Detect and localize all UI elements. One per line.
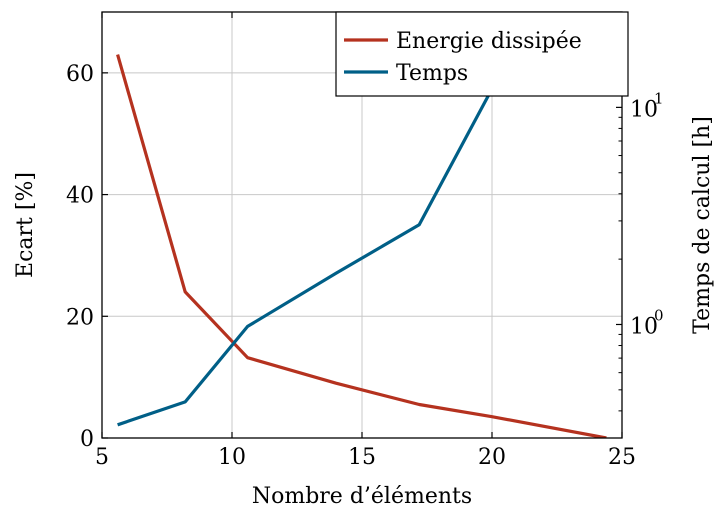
x-tick-label: 25 — [608, 445, 636, 470]
series-line — [116, 54, 607, 438]
legend-box — [335, 11, 629, 97]
legend: Energie dissipée Temps — [335, 11, 629, 97]
y-axis-label: Ecart [%] — [13, 172, 38, 278]
y2-tick-exponent: 0 — [654, 306, 664, 324]
y2-tick-exponent: 1 — [654, 89, 664, 107]
y-tick-label: 60 — [66, 62, 94, 87]
x-axis-label: Nombre d’éléments — [252, 484, 472, 509]
legend-label: Energie dissipée — [396, 29, 582, 54]
y2-tick-label: 10 — [630, 97, 658, 122]
x-tick-label: 5 — [95, 445, 109, 470]
series-line — [117, 78, 499, 427]
y-tick-label: 40 — [66, 184, 94, 209]
y-tick-label: 20 — [66, 305, 94, 330]
x-tick-label: 15 — [348, 445, 376, 470]
series-layer — [116, 54, 607, 438]
x-tick-label: 10 — [218, 445, 246, 470]
y2-tick-label: 10 — [630, 314, 658, 339]
legend-label: Temps — [396, 61, 468, 86]
y-tick-label: 0 — [80, 427, 94, 452]
y2-axis-label: Temps de calcul [h] — [690, 116, 715, 334]
x-tick-label: 20 — [478, 445, 506, 470]
